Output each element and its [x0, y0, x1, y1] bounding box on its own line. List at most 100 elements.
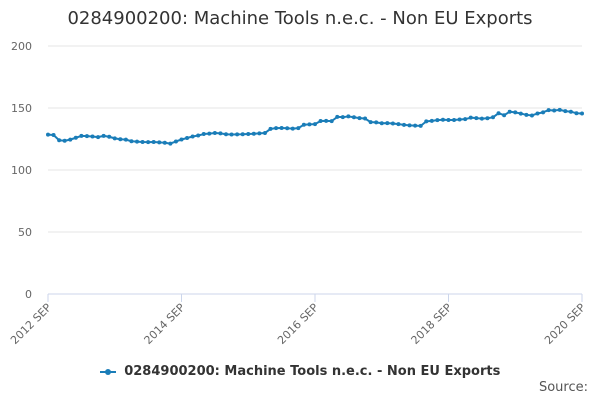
data-point[interactable] [140, 139, 145, 144]
data-point[interactable] [346, 114, 351, 119]
data-point[interactable] [129, 139, 134, 144]
data-point[interactable] [68, 137, 73, 142]
data-point[interactable] [190, 134, 195, 139]
data-point[interactable] [368, 120, 373, 125]
data-point[interactable] [463, 117, 468, 122]
data-point[interactable] [73, 135, 78, 140]
data-point[interactable] [173, 139, 178, 144]
data-point[interactable] [340, 115, 345, 120]
data-point[interactable] [57, 138, 62, 143]
data-point[interactable] [112, 136, 117, 141]
data-point[interactable] [546, 108, 551, 113]
data-point[interactable] [563, 109, 568, 114]
data-point[interactable] [552, 108, 557, 113]
data-point[interactable] [151, 139, 156, 144]
data-point[interactable] [296, 126, 301, 131]
data-point[interactable] [518, 111, 523, 116]
data-point[interactable] [196, 133, 201, 138]
data-point[interactable] [385, 121, 390, 126]
data-point[interactable] [468, 115, 473, 120]
data-point[interactable] [496, 111, 501, 116]
data-point[interactable] [529, 113, 534, 118]
data-point[interactable] [541, 110, 546, 115]
data-point[interactable] [51, 133, 56, 138]
data-point[interactable] [218, 131, 223, 136]
data-point[interactable] [396, 122, 401, 127]
legend[interactable]: 0284900200: Machine Tools n.e.c. - Non E… [0, 364, 600, 379]
data-point[interactable] [535, 111, 540, 116]
data-point[interactable] [379, 121, 384, 126]
data-point[interactable] [424, 119, 429, 124]
data-point[interactable] [157, 140, 162, 145]
data-point[interactable] [251, 131, 256, 136]
data-point[interactable] [290, 126, 295, 131]
data-point[interactable] [413, 123, 418, 128]
data-point[interactable] [440, 117, 445, 122]
data-point[interactable] [274, 126, 279, 131]
data-point[interactable] [502, 113, 507, 118]
data-point[interactable] [79, 133, 84, 138]
data-point[interactable] [513, 110, 518, 115]
data-point[interactable] [135, 139, 139, 144]
data-point[interactable] [324, 118, 329, 123]
data-point[interactable] [185, 136, 190, 141]
data-point[interactable] [257, 131, 262, 136]
data-point[interactable] [279, 125, 284, 130]
data-point[interactable] [402, 122, 406, 127]
data-point[interactable] [485, 116, 490, 121]
data-point[interactable] [168, 141, 173, 146]
data-point[interactable] [46, 132, 50, 137]
data-point[interactable] [335, 114, 340, 119]
data-point[interactable] [207, 131, 212, 136]
data-point[interactable] [107, 134, 112, 139]
data-point[interactable] [268, 126, 273, 131]
data-point[interactable] [96, 135, 101, 140]
data-point[interactable] [474, 116, 479, 121]
data-point[interactable] [307, 122, 312, 127]
data-point[interactable] [407, 123, 412, 128]
data-point[interactable] [101, 133, 106, 138]
data-point[interactable] [123, 137, 128, 142]
data-point[interactable] [84, 134, 89, 139]
data-point[interactable] [357, 116, 362, 121]
data-point[interactable] [90, 134, 95, 139]
data-point[interactable] [507, 109, 512, 114]
data-point[interactable] [301, 122, 306, 127]
data-point[interactable] [524, 112, 529, 117]
data-point[interactable] [62, 138, 67, 143]
data-point[interactable] [557, 107, 562, 112]
data-point[interactable] [568, 109, 573, 114]
data-point[interactable] [457, 117, 462, 122]
data-point[interactable] [285, 126, 290, 131]
data-point[interactable] [418, 123, 423, 128]
data-point[interactable] [491, 115, 495, 120]
data-point[interactable] [246, 132, 251, 137]
data-point[interactable] [390, 121, 395, 126]
data-point[interactable] [580, 111, 584, 116]
data-point[interactable] [118, 137, 123, 142]
data-point[interactable] [374, 120, 379, 125]
data-point[interactable] [313, 122, 317, 127]
data-point[interactable] [224, 132, 228, 137]
data-point[interactable] [262, 131, 267, 136]
data-point[interactable] [363, 116, 368, 121]
data-point[interactable] [479, 116, 484, 121]
data-point[interactable] [329, 119, 334, 124]
data-point[interactable] [162, 140, 167, 145]
data-point[interactable] [429, 118, 434, 123]
data-point[interactable] [351, 115, 356, 120]
data-point[interactable] [240, 132, 245, 137]
data-point[interactable] [179, 137, 184, 142]
data-point[interactable] [446, 118, 451, 123]
data-point[interactable] [229, 132, 234, 137]
data-point[interactable] [452, 118, 457, 123]
data-point[interactable] [235, 132, 240, 137]
data-point[interactable] [201, 132, 206, 137]
data-point[interactable] [435, 118, 440, 123]
data-point[interactable] [212, 131, 217, 136]
data-point[interactable] [574, 111, 579, 116]
x-tick-label: 2018 SEP [409, 301, 455, 347]
data-point[interactable] [146, 140, 151, 145]
series-0284900200[interactable] [46, 107, 584, 146]
data-point[interactable] [318, 119, 323, 124]
